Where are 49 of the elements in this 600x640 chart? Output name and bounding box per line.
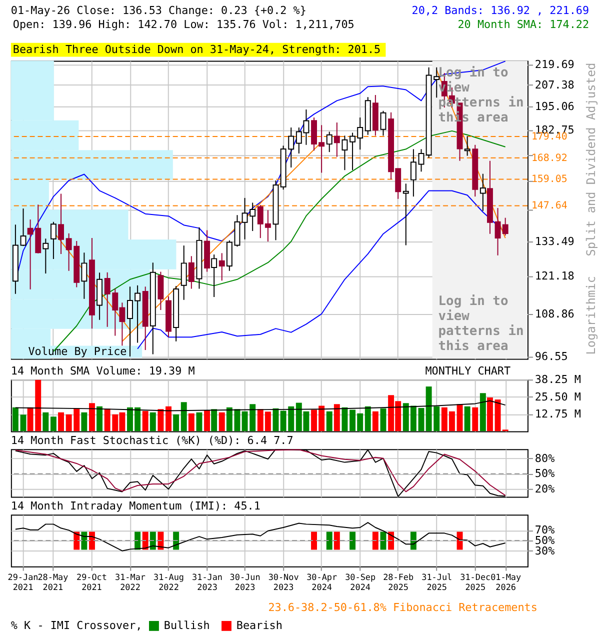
legend-label: Bearish [236, 618, 282, 632]
y-tick-label: 50% [534, 467, 556, 480]
y-tick-label: 38.25 M [534, 373, 582, 386]
y-tick-label: 121.18 [534, 269, 574, 282]
y-tick-label: 30% [534, 544, 556, 558]
x-tick-label: 30-Nov 2023 [268, 572, 299, 592]
chart-title: 14 Month Intraday Momentum (IMI): 45.1 [10, 500, 260, 513]
y-tick-label: 25.50 M [534, 390, 582, 404]
x-tick-label: 30-Jun 2023 [230, 572, 260, 592]
x-tick-label: 30-Sep 2024 [345, 572, 376, 592]
chart-title: 01-May-26 Close: 136.53 Change: 0.23 {+0.2 %} [10, 4, 306, 18]
y-tick-label: 195.06 [534, 100, 574, 114]
x-tick-label: 30-Apr 2024 [306, 572, 338, 592]
text: 20,2 Bands: 136.92 , 221.69 [412, 4, 590, 18]
x-tick-label: 29-Jan 2021 [8, 572, 38, 592]
y-tick-label: 20% [534, 482, 556, 496]
y-tick-label: 219.69 [534, 58, 574, 71]
y-tick-label: 108.86 [534, 308, 574, 321]
x-tick-label: 28-Feb 2025 [383, 572, 414, 592]
text: Logarithmic [584, 276, 598, 355]
legend-title: % K - IMI Crossover, [10, 618, 142, 632]
y-tick-label: 133.49 [534, 235, 574, 248]
chart-title: 14 Month SMA Volume: 19.39 M [10, 364, 196, 378]
legend-label: Bullish [164, 618, 210, 632]
chart-title: 14 Month Fast Stochastic (%K) (%D): 6.4 7.7 [10, 434, 294, 448]
y-tick-label: 96.55 [534, 350, 568, 364]
text: 23.6-38.2-50-61.8% Fibonacci Retracements [268, 601, 538, 614]
x-tick-label: 31-Dec 2025 [460, 572, 491, 592]
x-tick-label: 01-May 2026 [490, 572, 522, 592]
x-tick-label: 29-Oct 2021 [76, 572, 107, 592]
y-tick-label: 207.38 [534, 78, 574, 92]
ref-line-label: 159.05 [531, 174, 568, 186]
y-tick-label: 12.75 M [534, 408, 582, 420]
x-tick-label: 28-May 2021 [38, 572, 68, 592]
text: Volume By Price [28, 344, 127, 358]
ref-line-label: 168.92 [531, 152, 568, 164]
x-tick-label: 31-Jul 2025 [422, 572, 452, 592]
ref-line-label: 179.40 [531, 131, 568, 142]
text: 20 Month SMA: 174.22 [458, 18, 590, 31]
y-tick-label: 80% [534, 452, 556, 465]
text: Bearish Three Outside Down on 31-May-24, Strength: 201.5 [12, 42, 381, 56]
x-tick-label: 31-Aug 2022 [154, 572, 184, 592]
y-axis-title: Split and Dividend Adjusted [584, 62, 598, 256]
chart-subtitle: Open: 139.96 High: 142.70 Low: 135.76 Vol: 1,211,705 [12, 18, 354, 31]
x-tick-label: 31-Jan 2023 [192, 572, 223, 592]
ref-line-label: 147.64 [531, 200, 568, 212]
x-tick-label: 31-Mar 2022 [115, 572, 146, 592]
text: MONTHLY CHART [425, 364, 511, 378]
annotation: Log in to view patterns in this area [438, 294, 524, 354]
